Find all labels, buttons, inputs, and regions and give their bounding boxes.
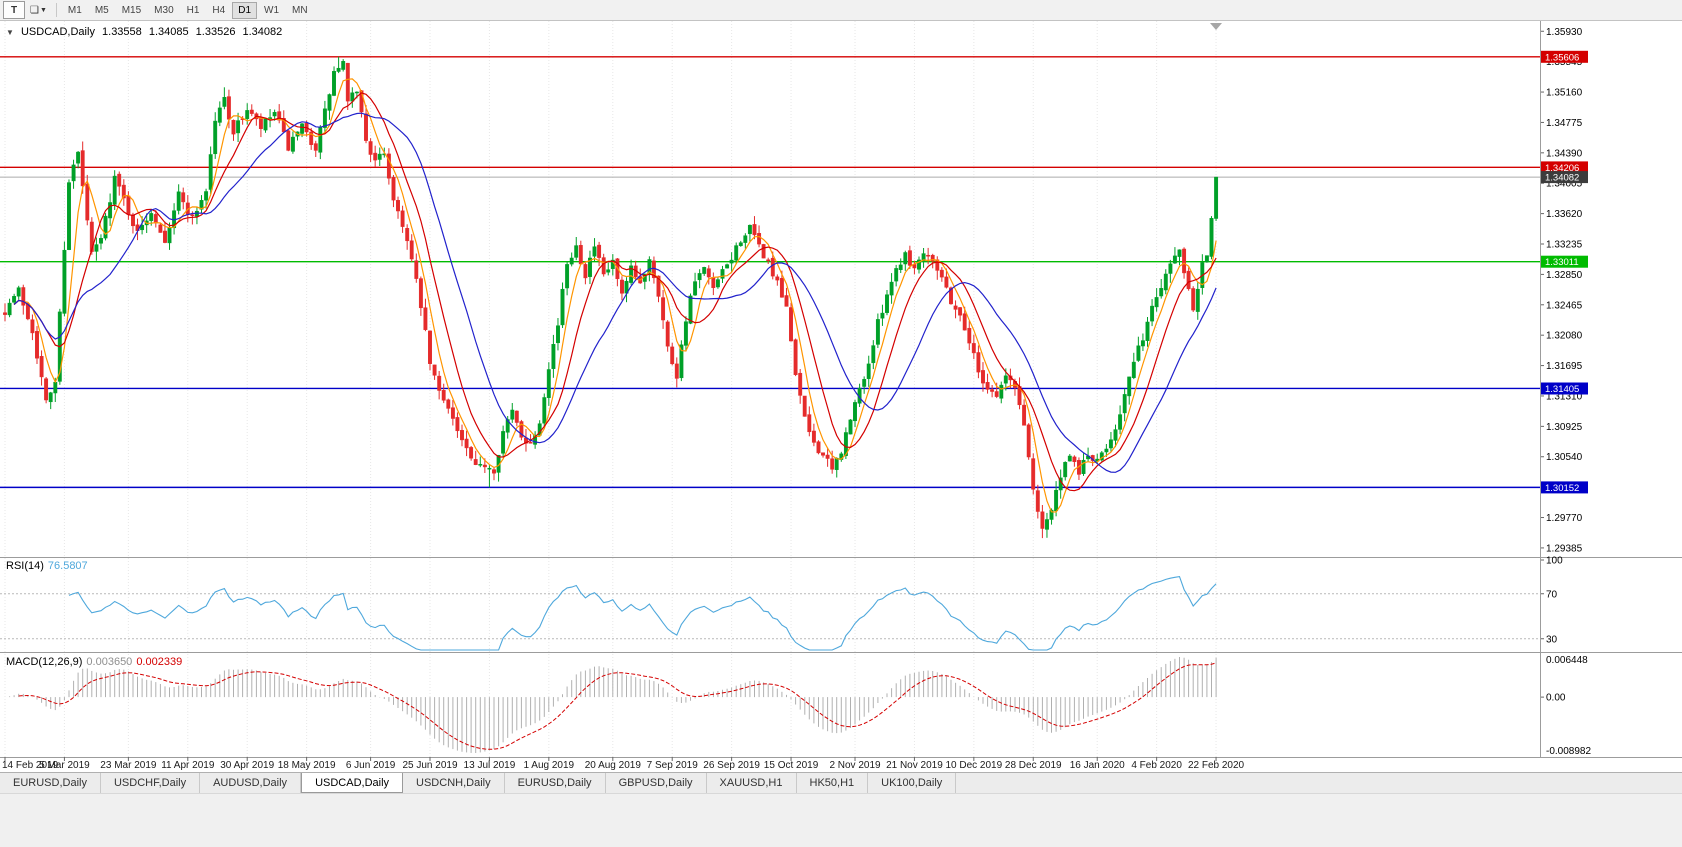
timeframe-button-h4[interactable]: H4 <box>212 4 226 16</box>
svg-text:0.006448: 0.006448 <box>1546 655 1588 666</box>
tab-usdcnh-daily[interactable]: USDCNH,Daily <box>403 773 505 793</box>
timeframe-button-mn[interactable]: MN <box>292 4 308 16</box>
svg-text:18 May 2019: 18 May 2019 <box>278 760 336 771</box>
high-value: 1.34085 <box>148 26 189 38</box>
toolbar-separator <box>55 3 57 17</box>
svg-text:1.35160: 1.35160 <box>1546 88 1583 99</box>
svg-text:1 Aug 2019: 1 Aug 2019 <box>524 760 575 771</box>
drawing-tools-button[interactable]: ❏ ▼ <box>26 1 51 19</box>
macd-main-value: 0.003650 <box>86 656 133 668</box>
top-toolbar: T ❏ ▼ M1 M5 M15 M30 H1 H4 D1 W1 MN <box>0 0 1682 21</box>
ohlc-info: ▼ USDCAD,Daily 1.33558 1.34085 1.33526 1… <box>6 26 286 38</box>
svg-text:1.30540: 1.30540 <box>1546 452 1583 463</box>
timeframe-buttons: M1 M5 M15 M30 H1 H4 D1 W1 MN <box>62 1 314 19</box>
svg-text:-0.008982: -0.008982 <box>1546 746 1591 757</box>
svg-text:1.34206: 1.34206 <box>1545 163 1579 174</box>
tab-audusd-daily[interactable]: AUDUSD,Daily <box>200 773 302 793</box>
macd-signal-value: 0.002339 <box>136 656 183 668</box>
svg-text:1.35930: 1.35930 <box>1546 27 1583 38</box>
svg-text:25 Jun 2019: 25 Jun 2019 <box>402 760 457 771</box>
svg-text:1.34082: 1.34082 <box>1545 173 1579 184</box>
timeframe-button-m15[interactable]: M15 <box>121 4 142 16</box>
svg-text:13 Jul 2019: 13 Jul 2019 <box>464 760 516 771</box>
svg-text:1.31405: 1.31405 <box>1545 384 1579 395</box>
svg-text:5 Mar 2019: 5 Mar 2019 <box>39 760 90 771</box>
chart-window-icon[interactable]: T <box>3 1 25 19</box>
symbol-timeframe: USDCAD,Daily <box>20 26 95 38</box>
svg-text:1.35606: 1.35606 <box>1545 52 1579 63</box>
svg-text:7 Sep 2019: 7 Sep 2019 <box>647 760 699 771</box>
svg-text:26 Sep 2019: 26 Sep 2019 <box>703 760 760 771</box>
svg-text:1.31310: 1.31310 <box>1546 391 1583 402</box>
timeframe-button-h1[interactable]: H1 <box>186 4 200 16</box>
rsi-indicator-label: RSI(14) 76.5807 <box>6 560 92 572</box>
tab-eurusd-daily[interactable]: EURUSD,Daily <box>504 773 606 793</box>
svg-text:22 Feb 2020: 22 Feb 2020 <box>1188 760 1245 771</box>
chart-tabs-bar: EURUSD,Daily USDCHF,Daily AUDUSD,Daily USDC… <box>0 772 1682 793</box>
timeframe-button-m5[interactable]: M5 <box>94 4 109 16</box>
svg-text:1.33011: 1.33011 <box>1545 257 1579 268</box>
chevron-down-icon: ▼ <box>39 6 47 14</box>
tab-usdchf-daily[interactable]: USDCHF,Daily <box>100 773 201 793</box>
svg-text:20 Aug 2019: 20 Aug 2019 <box>585 760 642 771</box>
svg-text:28 Dec 2019: 28 Dec 2019 <box>1005 760 1062 771</box>
svg-text:1.32465: 1.32465 <box>1546 300 1583 311</box>
timeframe-button-d1[interactable]: D1 <box>232 1 258 19</box>
timeframe-button-m1[interactable]: M1 <box>67 4 82 16</box>
timeframe-button-w1[interactable]: W1 <box>264 4 280 16</box>
svg-text:1.34390: 1.34390 <box>1546 148 1583 159</box>
rsi-value: 76.5807 <box>47 560 88 572</box>
svg-text:1.30925: 1.30925 <box>1546 422 1583 433</box>
tab-eurusd-daily[interactable]: EURUSD,Daily <box>0 773 101 793</box>
svg-text:1.34775: 1.34775 <box>1546 118 1583 129</box>
svg-text:6 Jun 2019: 6 Jun 2019 <box>346 760 396 771</box>
svg-text:14 Feb 2019: 14 Feb 2019 <box>2 760 59 771</box>
svg-text:70: 70 <box>1546 589 1558 600</box>
svg-text:1.29770: 1.29770 <box>1546 513 1583 524</box>
svg-text:23 Mar 2019: 23 Mar 2019 <box>100 760 157 771</box>
svg-text:100: 100 <box>1546 556 1563 567</box>
svg-text:0.00: 0.00 <box>1546 693 1566 704</box>
chart-region[interactable]: 1.359301.355451.351601.347751.343901.340… <box>0 21 1682 772</box>
svg-text:30 Apr 2019: 30 Apr 2019 <box>220 760 274 771</box>
svg-text:1.30152: 1.30152 <box>1545 483 1579 494</box>
window-bottom-area <box>0 793 1682 847</box>
tab-gbpusd-daily[interactable]: GBPUSD,Daily <box>605 773 707 793</box>
svg-text:1.29385: 1.29385 <box>1546 543 1583 554</box>
low-value: 1.33526 <box>195 26 236 38</box>
svg-text:15 Oct 2019: 15 Oct 2019 <box>764 760 819 771</box>
svg-text:10 Dec 2019: 10 Dec 2019 <box>945 760 1002 771</box>
svg-text:1.33235: 1.33235 <box>1546 240 1583 251</box>
open-value: 1.33558 <box>102 26 142 38</box>
svg-text:1.31695: 1.31695 <box>1546 361 1583 372</box>
svg-text:1.32080: 1.32080 <box>1546 331 1583 342</box>
macd-name: MACD(12,26,9) <box>6 656 83 668</box>
price-chart[interactable]: 1.359301.355451.351601.347751.343901.340… <box>0 21 1682 772</box>
rsi-name: RSI(14) <box>6 560 44 572</box>
macd-indicator-label: MACD(12,26,9) 0.003650 0.002339 <box>6 656 186 668</box>
svg-text:4 Feb 2020: 4 Feb 2020 <box>1131 760 1182 771</box>
tab-uk100-daily[interactable]: UK100,Daily <box>868 773 957 793</box>
svg-text:2 Nov 2019: 2 Nov 2019 <box>829 760 881 771</box>
svg-text:16 Jan 2020: 16 Jan 2020 <box>1070 760 1125 771</box>
tab-xauusd-h1[interactable]: XAUUSD,H1 <box>706 773 797 793</box>
svg-text:21 Nov 2019: 21 Nov 2019 <box>886 760 943 771</box>
close-value: 1.34082 <box>242 26 283 38</box>
svg-text:1.33620: 1.33620 <box>1546 209 1583 220</box>
svg-text:11 Apr 2019: 11 Apr 2019 <box>161 760 215 771</box>
tab-hk50-h1[interactable]: HK50,H1 <box>796 773 869 793</box>
shapes-icon: ❏ <box>30 4 39 16</box>
svg-text:1.34005: 1.34005 <box>1546 179 1583 190</box>
tab-usdcad-daily[interactable]: USDCAD,Daily <box>301 773 404 793</box>
timeframe-button-m30[interactable]: M30 <box>154 4 174 16</box>
svg-text:1.32850: 1.32850 <box>1546 270 1583 281</box>
svg-text:30: 30 <box>1546 634 1558 645</box>
collapse-chart-icon[interactable]: ▼ <box>6 28 14 37</box>
